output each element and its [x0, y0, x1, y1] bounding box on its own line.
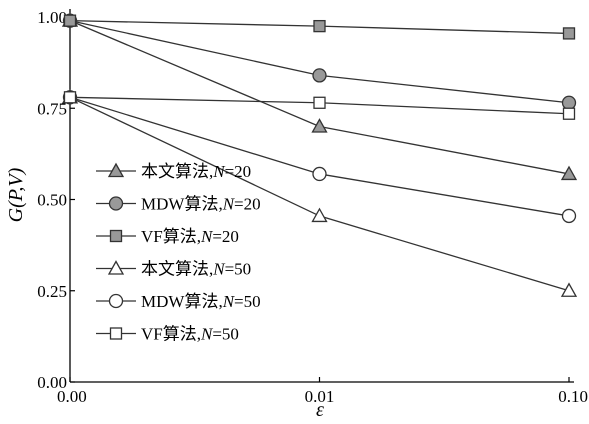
legend-marker: [108, 293, 124, 309]
legend: 本文算法,N=20 MDW算法,N=20 VF算法,N=20 本文算法,N=50 MDW…: [96, 162, 261, 344]
x-tick-label: 0.00: [57, 387, 87, 406]
legend-marker: [109, 327, 123, 340]
data-point: [561, 95, 577, 110]
x-axis-label: ε: [316, 399, 324, 421]
data-point: [311, 207, 328, 223]
legend-label: VF算法,N=50: [141, 325, 239, 344]
legend-label: 本文算法,N=20: [141, 162, 251, 181]
data-point: [313, 19, 326, 33]
legend-item: VF算法,N=20: [96, 227, 239, 246]
legend-label: MDW算法,N=50: [141, 292, 261, 311]
y-tick-label: 0.00: [37, 373, 67, 392]
data-point: [561, 208, 577, 224]
x-tick-label: 0.10: [558, 387, 588, 406]
legend-label: MDW算法,N=20: [141, 195, 261, 214]
y-tick-label: 0.50: [37, 191, 67, 210]
data-point: [312, 68, 327, 83]
series-layer: [61, 12, 578, 297]
x-tick-label: 0.01: [305, 387, 335, 406]
data-point: [311, 118, 328, 133]
series-line: [69, 20, 570, 104]
data-point: [63, 91, 77, 104]
data-point: [560, 165, 578, 181]
y-tick-label: 1.00: [37, 8, 67, 27]
y-axis-label: G(P,V): [5, 167, 27, 222]
legend-marker: [109, 229, 123, 243]
legend-label: VF算法,N=20: [141, 227, 239, 246]
data-point: [562, 27, 576, 40]
y-tick-label: 0.25: [37, 282, 67, 301]
legend-item: VF算法,N=50: [96, 325, 239, 344]
legend-item: MDW算法,N=50: [96, 292, 261, 311]
legend-marker: [107, 162, 125, 178]
legend-item: 本文算法,N=50: [96, 260, 251, 279]
legend-item: 本文算法,N=20: [96, 162, 251, 181]
data-point: [312, 166, 327, 182]
legend-marker: [108, 196, 124, 211]
series-1: [61, 12, 578, 181]
data-point: [63, 14, 77, 27]
chart-axes: 0.00 0.25 0.50 0.75 1.00 0.00 0.01 0.10: [37, 8, 588, 406]
y-tick-label: 0.75: [37, 99, 67, 118]
legend-label: 本文算法,N=50: [141, 260, 251, 279]
series-3: [63, 14, 576, 40]
data-point: [313, 96, 326, 109]
legend-marker: [107, 260, 125, 275]
legend-item: MDW算法,N=20: [96, 195, 261, 214]
series-6: [63, 91, 576, 120]
data-point: [560, 282, 578, 297]
data-point: [562, 107, 576, 120]
